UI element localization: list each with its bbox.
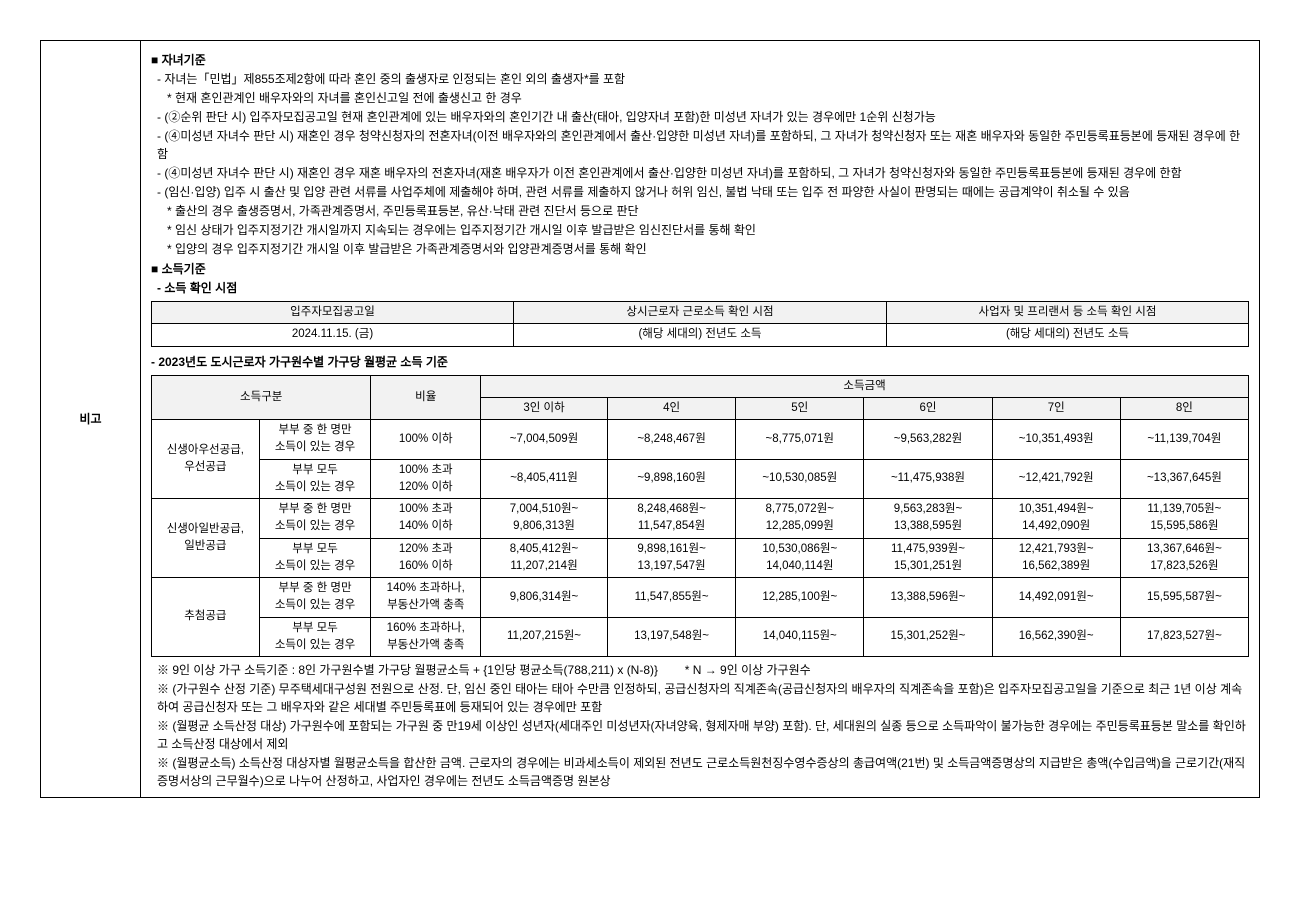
table-header: 사업자 및 프리랜서 등 소득 확인 시점 [886, 302, 1248, 324]
text-line: * 현재 혼인관계인 배우자와의 자녀를 혼인신고일 전에 출생신고 한 경우 [151, 89, 1249, 107]
table-cell: 14,040,115원~ [736, 617, 864, 657]
table-cell: ~11,139,704원 [1120, 420, 1248, 460]
table-cell: 11,207,215원~ [481, 617, 608, 657]
text-line: * 임신 상태가 입주지정기간 개시일까지 지속되는 경우에는 입주지정기간 개… [151, 221, 1249, 239]
table-cell: 17,823,527원~ [1120, 617, 1248, 657]
table-cell: 11,139,705원~ 15,595,586원 [1120, 499, 1248, 539]
table-cell: 11,547,855원~ [607, 578, 735, 618]
table-cell: 부부 중 한 명만 소득이 있는 경우 [259, 499, 371, 539]
table-cell: ~8,775,071원 [736, 420, 864, 460]
table-row: 신생아일반공급, 일반공급 부부 중 한 명만 소득이 있는 경우 100% 초… [152, 499, 1249, 539]
section-income-title: ■ 소득기준 [151, 260, 1249, 278]
table-cell: 부부 모두 소득이 있는 경우 [259, 459, 371, 499]
table-cell: 9,563,283원~ 13,388,595원 [864, 499, 992, 539]
table-cell: 8,405,412원~ 11,207,214원 [481, 538, 608, 578]
table-row: 2024.11.15. (금) (해당 세대의) 전년도 소득 (해당 세대의)… [152, 324, 1249, 346]
table-cell: 부부 중 한 명만 소득이 있는 경우 [259, 578, 371, 618]
table-cell: 11,475,939원~ 15,301,251원 [864, 538, 992, 578]
table-cell: 100% 초과 120% 이하 [371, 459, 481, 499]
table-header: 5인 [736, 397, 864, 419]
table-cell: 2024.11.15. (금) [152, 324, 514, 346]
table-header: 3인 이하 [481, 397, 608, 419]
table-cell: ~10,351,493원 [992, 420, 1120, 460]
text-line: - (임신·입양) 입주 시 출산 및 입양 관련 서류를 사업주체에 제출해야… [151, 183, 1249, 201]
table-cell: ~10,530,085원 [736, 459, 864, 499]
text-line: - 자녀는「민법」제855조제2항에 따라 혼인 중의 출생자로 인정되는 혼인… [151, 70, 1249, 88]
table-cell: ~9,898,160원 [607, 459, 735, 499]
table-header: 6인 [864, 397, 992, 419]
table-cell: 신생아일반공급, 일반공급 [152, 499, 260, 578]
table-row: 추첨공급 부부 중 한 명만 소득이 있는 경우 140% 초과하나, 부동산가… [152, 578, 1249, 618]
table-cell: 13,197,548원~ [607, 617, 735, 657]
footnote: ※ (월평균소득) 소득산정 대상자별 월평균소득을 합산한 금액. 근로자의 … [151, 754, 1249, 790]
footnote: ※ 9인 이상 가구 소득기준 : 8인 가구원수별 가구당 월평균소득 + {… [151, 661, 1249, 679]
table-cell: 100% 이하 [371, 420, 481, 460]
table-header: 소득구분 [152, 375, 371, 420]
table-header: 소득금액 [481, 375, 1249, 397]
table-cell: 8,775,072원~ 12,285,099원 [736, 499, 864, 539]
table-row: 입주자모집공고일 상시근로자 근로소득 확인 시점 사업자 및 프리랜서 등 소… [152, 302, 1249, 324]
table-header: 비율 [371, 375, 481, 420]
footnote: ※ (월평균 소득산정 대상) 가구원수에 포함되는 가구원 중 만19세 이상… [151, 717, 1249, 753]
table-cell: 추첨공급 [152, 578, 260, 657]
document-frame: 비고 ■ 자녀기준 - 자녀는「민법」제855조제2항에 따라 혼인 중의 출생… [40, 40, 1260, 798]
table-cell: 160% 초과하나, 부동산가액 충족 [371, 617, 481, 657]
table-cell: 10,351,494원~ 14,492,090원 [992, 499, 1120, 539]
table-header: 입주자모집공고일 [152, 302, 514, 324]
table-cell: 15,595,587원~ [1120, 578, 1248, 618]
table-cell: 13,367,646원~ 17,823,526원 [1120, 538, 1248, 578]
table-cell: 140% 초과하나, 부동산가액 충족 [371, 578, 481, 618]
table-row: 신생아우선공급, 우선공급 부부 중 한 명만 소득이 있는 경우 100% 이… [152, 420, 1249, 460]
table-cell: (해당 세대의) 전년도 소득 [886, 324, 1248, 346]
table-cell: ~9,563,282원 [864, 420, 992, 460]
table-cell: ~8,405,411원 [481, 459, 608, 499]
footnote: ※ (가구원수 산정 기준) 무주택세대구성원 전원으로 산정. 단, 임신 중… [151, 680, 1249, 716]
table-cell: 12,285,100원~ [736, 578, 864, 618]
income-check-table: 입주자모집공고일 상시근로자 근로소득 확인 시점 사업자 및 프리랜서 등 소… [151, 301, 1249, 347]
table-cell: ~12,421,792원 [992, 459, 1120, 499]
text-line: - (④미성년 자녀수 판단 시) 재혼인 경우 청약신청자의 전혼자녀(이전 … [151, 127, 1249, 163]
table-cell: 100% 초과 140% 이하 [371, 499, 481, 539]
row-label: 비고 [41, 41, 141, 797]
table-cell: 13,388,596원~ [864, 578, 992, 618]
table-row: 부부 모두 소득이 있는 경우 160% 초과하나, 부동산가액 충족 11,2… [152, 617, 1249, 657]
table-row: 부부 모두 소득이 있는 경우 120% 초과 160% 이하 8,405,41… [152, 538, 1249, 578]
text-line: * 입양의 경우 입주지정기간 개시일 이후 발급받은 가족관계증명서와 입양관… [151, 240, 1249, 258]
income-standards-table: 소득구분 비율 소득금액 3인 이하 4인 5인 6인 7인 8인 신생아우선공… [151, 375, 1249, 658]
table-cell: 16,562,390원~ [992, 617, 1120, 657]
table-cell: 부부 모두 소득이 있는 경우 [259, 617, 371, 657]
table-row: 소득구분 비율 소득금액 [152, 375, 1249, 397]
table-cell: 8,248,468원~ 11,547,854원 [607, 499, 735, 539]
text-line: - (④미성년 자녀수 판단 시) 재혼인 경우 재혼 배우자의 전혼자녀(재혼… [151, 164, 1249, 182]
table-cell: 14,492,091원~ [992, 578, 1120, 618]
table-cell: 부부 중 한 명만 소득이 있는 경우 [259, 420, 371, 460]
table-cell: 신생아우선공급, 우선공급 [152, 420, 260, 499]
section-children-title: ■ 자녀기준 [151, 51, 1249, 69]
table-cell: 12,421,793원~ 16,562,389원 [992, 538, 1120, 578]
text-line: - (②순위 판단 시) 입주자모집공고일 현재 혼인관계에 있는 배우자와의 … [151, 108, 1249, 126]
table-cell: 9,806,314원~ [481, 578, 608, 618]
table-cell: ~13,367,645원 [1120, 459, 1248, 499]
table-header: 상시근로자 근로소득 확인 시점 [514, 302, 887, 324]
table-cell: 7,004,510원~ 9,806,313원 [481, 499, 608, 539]
table-header: 4인 [607, 397, 735, 419]
table-cell: 9,898,161원~ 13,197,547원 [607, 538, 735, 578]
income-check-subtitle: - 소득 확인 시점 [151, 279, 1249, 297]
table-cell: 부부 모두 소득이 있는 경우 [259, 538, 371, 578]
table-row: 부부 모두 소득이 있는 경우 100% 초과 120% 이하 ~8,405,4… [152, 459, 1249, 499]
table-cell: 120% 초과 160% 이하 [371, 538, 481, 578]
table-cell: 10,530,086원~ 14,040,114원 [736, 538, 864, 578]
content-area: ■ 자녀기준 - 자녀는「민법」제855조제2항에 따라 혼인 중의 출생자로 … [141, 41, 1259, 797]
table-header: 8인 [1120, 397, 1248, 419]
table-cell: ~8,248,467원 [607, 420, 735, 460]
table-cell: (해당 세대의) 전년도 소득 [514, 324, 887, 346]
text-line: * 출산의 경우 출생증명서, 가족관계증명서, 주민등록표등본, 유산·낙태 … [151, 202, 1249, 220]
table-cell: 15,301,252원~ [864, 617, 992, 657]
table-cell: ~7,004,509원 [481, 420, 608, 460]
table-cell: ~11,475,938원 [864, 459, 992, 499]
income-table-title: - 2023년도 도시근로자 가구원수별 가구당 월평균 소득 기준 [151, 353, 1249, 371]
table-header: 7인 [992, 397, 1120, 419]
